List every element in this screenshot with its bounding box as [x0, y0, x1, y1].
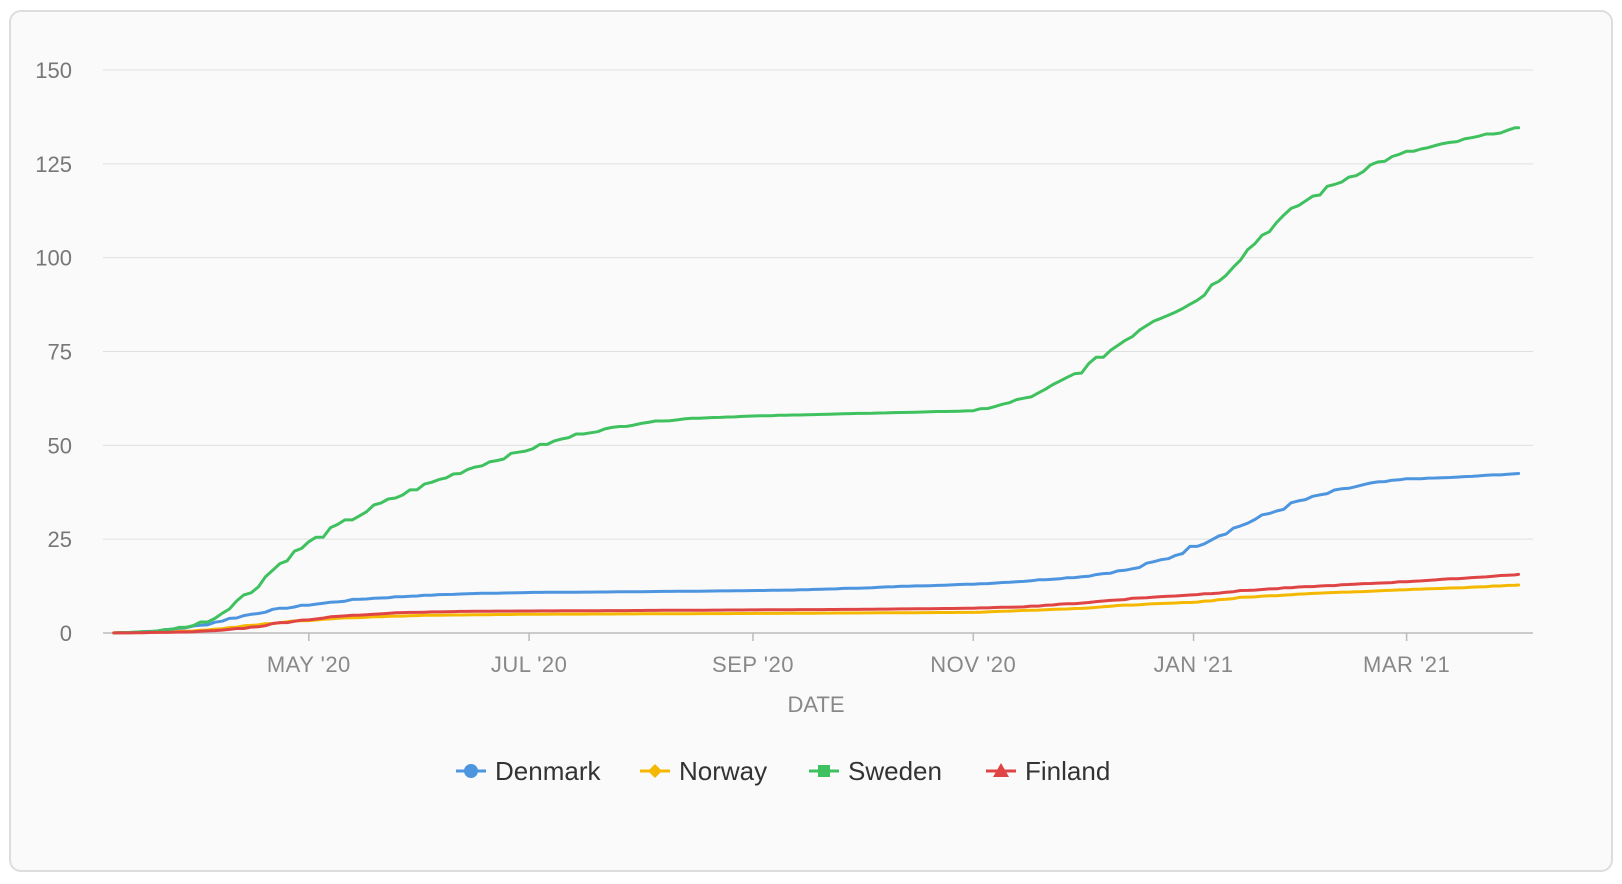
- legend-item-norway: Norway: [640, 756, 767, 786]
- x-tick-label: MAR '21: [1363, 652, 1450, 677]
- series-line-denmark: [112, 472, 1521, 635]
- legend-label: Denmark: [495, 756, 601, 786]
- legend-label: Sweden: [848, 756, 942, 786]
- y-tick-label: 100: [35, 246, 72, 271]
- y-tick-label: 25: [48, 527, 72, 552]
- x-tick-label: JAN '21: [1154, 652, 1234, 677]
- legend-label: Finland: [1025, 756, 1110, 786]
- chart-card: [9, 10, 1613, 872]
- legend: Denmark Norway Sweden Finland: [456, 756, 1110, 786]
- series-line-sweden: [112, 126, 1521, 635]
- gridlines: [103, 69, 1533, 634]
- y-tick-label: 125: [35, 152, 72, 177]
- y-tick-label: 150: [35, 58, 72, 83]
- y-tick-label: 50: [48, 433, 72, 458]
- x-axis: MAY '20 JUL '20 SEP '20 NOV '20 JAN '21 MAR '…: [267, 633, 1450, 677]
- series-line-norway: [112, 583, 1521, 635]
- x-axis-title: DATE: [787, 692, 844, 717]
- series-line-finland: [112, 572, 1521, 635]
- x-tick-label: NOV '20: [930, 652, 1016, 677]
- x-tick-label: JUL '20: [491, 652, 568, 677]
- series-lines: [112, 126, 1521, 635]
- triangle-marker-icon: [993, 763, 1009, 777]
- legend-label: Norway: [679, 756, 767, 786]
- x-tick-label: MAY '20: [267, 652, 351, 677]
- legend-item-sweden: Sweden: [809, 756, 942, 786]
- legend-item-denmark: Denmark: [456, 756, 601, 786]
- y-tick-label: 75: [48, 340, 72, 365]
- circle-marker-icon: [464, 764, 478, 778]
- y-tick-label: 0: [60, 621, 72, 646]
- legend-item-finland: Finland: [986, 756, 1110, 786]
- x-tick-label: SEP '20: [712, 652, 794, 677]
- y-axis-ticks: 0 25 50 75 100 125 150: [35, 58, 72, 646]
- diamond-marker-icon: [648, 764, 662, 778]
- square-marker-icon: [818, 765, 830, 777]
